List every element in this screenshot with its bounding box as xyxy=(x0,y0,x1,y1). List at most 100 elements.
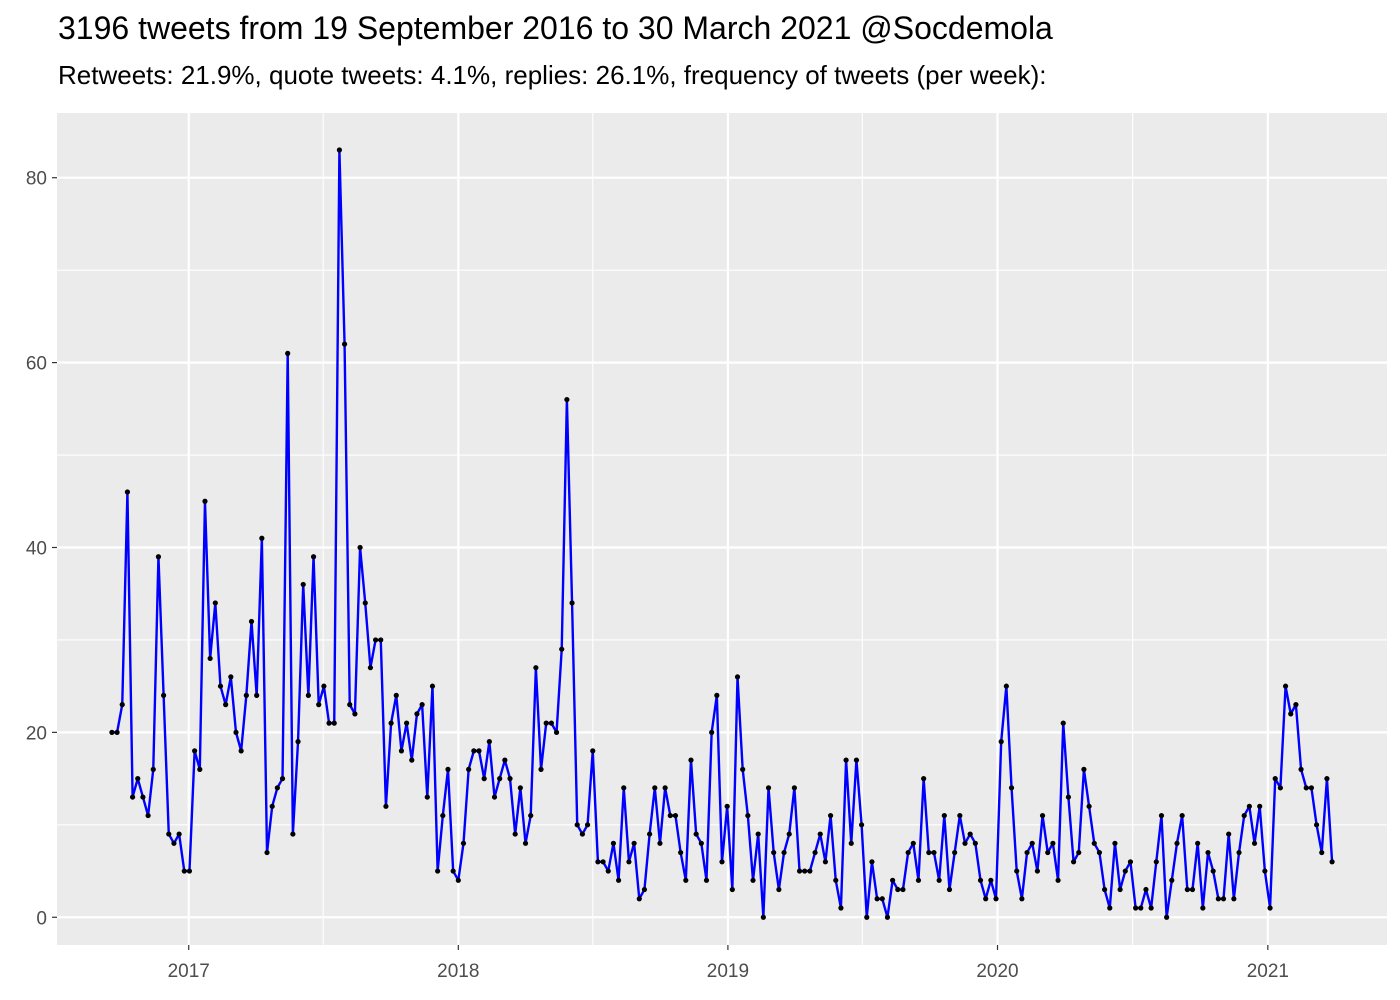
data-point xyxy=(119,702,125,708)
data-point xyxy=(414,711,420,717)
y-tick-label: 0 xyxy=(36,908,47,929)
data-point xyxy=(776,886,782,893)
data-point xyxy=(1060,720,1066,726)
data-point xyxy=(1148,905,1154,911)
data-point xyxy=(1039,812,1046,819)
data-point xyxy=(1008,785,1015,791)
x-tick-label: 2020 xyxy=(976,961,1018,982)
data-point xyxy=(745,812,751,819)
data-point xyxy=(507,776,513,782)
data-point xyxy=(848,840,854,846)
data-point xyxy=(760,914,766,920)
data-point xyxy=(497,776,503,782)
data-point xyxy=(1112,840,1118,846)
data-point xyxy=(621,785,627,791)
y-tick-label: 20 xyxy=(26,723,47,744)
data-point xyxy=(574,822,580,828)
data-point xyxy=(512,831,518,837)
data-point xyxy=(750,877,756,883)
data-point xyxy=(672,812,679,819)
data-point xyxy=(595,859,601,865)
data-point xyxy=(176,831,182,837)
data-point xyxy=(321,683,327,689)
data-point xyxy=(538,766,544,772)
data-point xyxy=(450,868,456,874)
data-point xyxy=(1262,868,1268,874)
data-point xyxy=(491,794,498,800)
data-point xyxy=(1019,896,1025,902)
data-point xyxy=(879,896,885,902)
data-point xyxy=(1070,859,1077,865)
data-point xyxy=(1045,849,1051,856)
data-point xyxy=(1319,849,1325,856)
data-point xyxy=(150,766,156,772)
data-point xyxy=(124,489,131,495)
data-point xyxy=(1324,776,1330,782)
data-point xyxy=(223,702,229,708)
data-point xyxy=(166,831,172,837)
data-point xyxy=(1303,785,1309,791)
y-tick-label: 60 xyxy=(26,354,47,375)
data-point xyxy=(688,757,694,763)
data-point xyxy=(1226,831,1232,837)
data-point xyxy=(404,720,410,726)
data-point xyxy=(1184,886,1190,893)
data-point xyxy=(983,896,989,902)
data-point xyxy=(890,877,896,883)
data-point xyxy=(471,748,477,754)
data-point xyxy=(331,720,337,726)
data-point xyxy=(941,812,947,819)
data-point xyxy=(1189,886,1196,893)
data-point xyxy=(1220,896,1227,902)
data-point xyxy=(605,868,611,874)
data-point xyxy=(135,776,141,782)
data-point xyxy=(435,868,441,874)
data-point xyxy=(1138,905,1144,911)
data-point xyxy=(936,877,942,883)
data-point xyxy=(786,831,792,837)
data-point xyxy=(445,766,451,772)
data-point xyxy=(853,757,860,763)
data-point xyxy=(719,859,725,865)
data-point xyxy=(460,840,467,846)
chart-subtitle: Retweets: 21.9%, quote tweets: 4.1%, rep… xyxy=(58,60,1047,90)
data-point xyxy=(419,702,425,708)
data-point xyxy=(579,831,586,837)
data-point xyxy=(202,498,208,504)
data-point xyxy=(843,757,849,763)
data-point xyxy=(1308,785,1315,791)
data-point xyxy=(931,849,937,856)
data-point xyxy=(884,914,891,920)
data-point xyxy=(481,776,487,782)
data-point xyxy=(972,840,978,846)
data-point xyxy=(1029,840,1035,846)
data-point xyxy=(1246,803,1252,809)
data-point xyxy=(910,840,916,846)
data-point xyxy=(367,665,374,671)
data-point xyxy=(362,600,368,606)
chart-title: 3196 tweets from 19 September 2016 to 30… xyxy=(58,10,1053,46)
data-point xyxy=(548,720,554,726)
data-point xyxy=(161,692,167,699)
data-point xyxy=(502,757,508,763)
data-point xyxy=(921,776,927,782)
data-point xyxy=(1127,859,1134,865)
data-point xyxy=(217,683,224,689)
data-point xyxy=(740,766,746,772)
data-point xyxy=(155,554,162,560)
data-point xyxy=(1055,877,1061,883)
data-point xyxy=(1267,905,1273,911)
data-point xyxy=(1313,822,1320,828)
data-point xyxy=(657,840,663,846)
data-point xyxy=(1096,849,1103,856)
data-point xyxy=(807,868,813,874)
data-point xyxy=(316,702,322,708)
data-point xyxy=(476,748,482,754)
series-layer xyxy=(109,147,1335,920)
data-point xyxy=(652,785,658,791)
data-point xyxy=(455,877,461,883)
x-tick-label: 2017 xyxy=(168,961,210,982)
data-point xyxy=(326,720,332,726)
data-point xyxy=(1164,914,1170,920)
